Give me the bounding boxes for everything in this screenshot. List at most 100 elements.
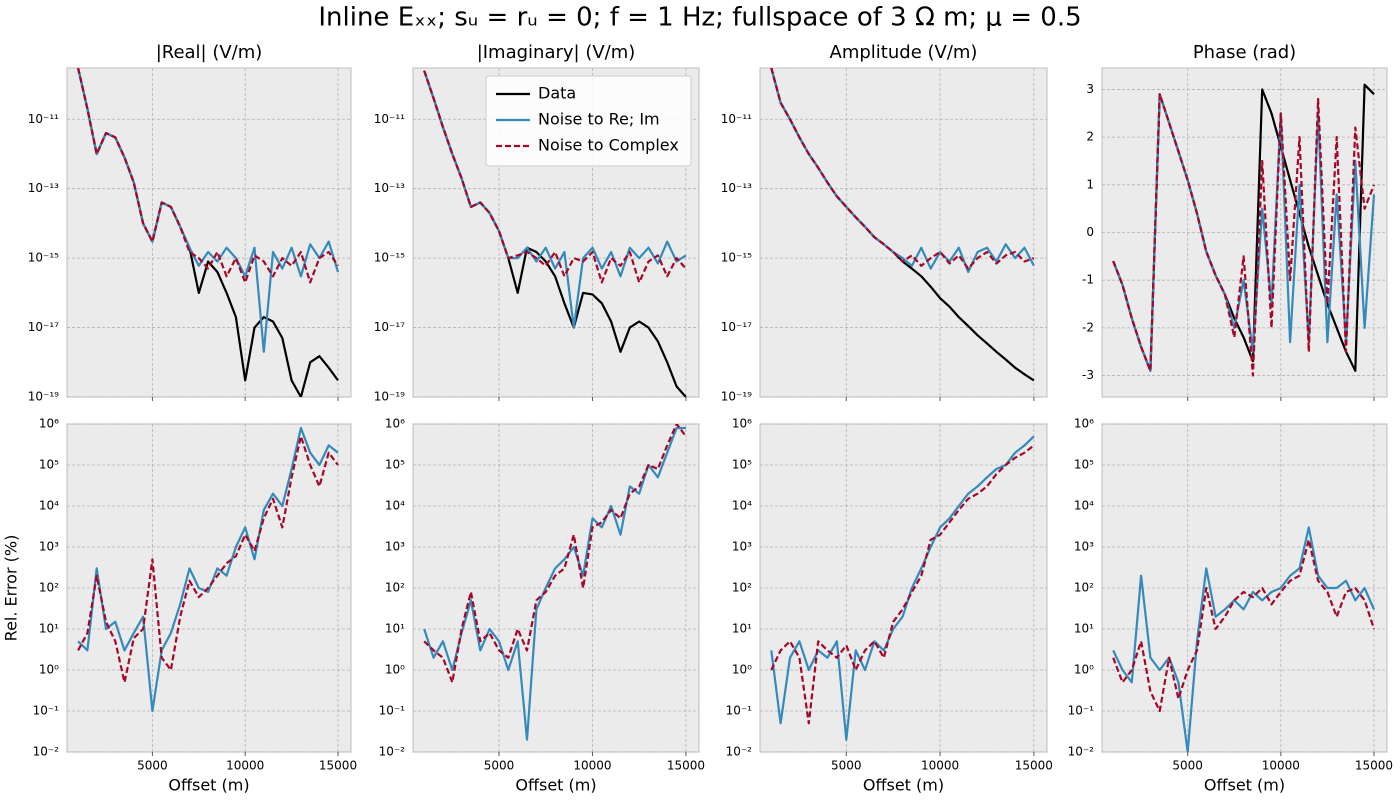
- y-tick-label: 10⁻¹¹: [721, 112, 752, 126]
- y-tick-label: 10⁰: [39, 663, 59, 677]
- y-tick-label: 10⁶: [385, 417, 405, 431]
- y-tick-label: 10¹: [1074, 622, 1094, 636]
- y-tick-label: 10⁴: [1074, 499, 1094, 513]
- x-tick-label: 15000: [667, 759, 705, 773]
- series-line: [1112, 526, 1376, 752]
- y-tick-label: 10⁻²: [33, 745, 60, 759]
- y-tick-label: 10⁴: [385, 499, 405, 513]
- y-tick-label: 10⁻¹⁵: [374, 251, 405, 265]
- y-tick-label: 10⁻¹: [726, 704, 753, 718]
- y-tick-label: 10⁻¹: [33, 704, 60, 718]
- y-tick-label: 10⁶: [732, 417, 752, 431]
- plot-background: [759, 67, 1048, 398]
- series-line: [423, 70, 687, 329]
- y-tick-label: 10³: [39, 540, 59, 554]
- series-group: [1112, 83, 1376, 377]
- y-tick-label: 0: [1086, 225, 1094, 239]
- series-line: [770, 68, 1035, 274]
- y-tick-label: 10³: [732, 540, 752, 554]
- y-tick-label: 10⁻¹⁵: [721, 251, 752, 265]
- y-tick-label: 10⁻¹: [379, 704, 406, 718]
- x-tick-label: 10000: [1262, 759, 1300, 773]
- y-tick-label: 10⁰: [385, 663, 405, 677]
- y-tick-label: 10⁻¹¹: [374, 112, 405, 126]
- y-tick-label: 10⁻¹³: [28, 181, 59, 195]
- series-line: [423, 70, 687, 284]
- y-tick-label: 10⁵: [39, 458, 59, 472]
- y-tick-label: 10²: [385, 581, 405, 595]
- y-tick-label: 10⁻¹⁵: [28, 251, 59, 265]
- x-axis-label: Offset (m): [515, 776, 596, 795]
- legend-label: Noise to Complex: [538, 136, 679, 155]
- figure-title: Inline Eₓₓ; sᵤ = rᵤ = 0; f = 1 Hz; fulls…: [318, 3, 1081, 33]
- y-tick-label: 10⁵: [385, 458, 405, 472]
- series-line: [1112, 538, 1376, 713]
- x-tick-label: 5000: [484, 759, 515, 773]
- series-line: [423, 426, 686, 741]
- y-tick-label: 10⁴: [732, 499, 752, 513]
- y-tick-label: 1: [1086, 177, 1094, 191]
- y-tick-label: 10⁻²: [1068, 745, 1095, 759]
- legend-label: Data: [538, 84, 576, 103]
- series-group: [77, 426, 339, 713]
- y-tick-label: 10⁻¹⁹: [721, 390, 752, 404]
- y-tick-label: 10⁻¹⁹: [374, 390, 405, 404]
- x-tick-label: 5000: [831, 759, 862, 773]
- y-axis-label: Rel. Error (%): [2, 535, 21, 642]
- y-tick-label: 10⁻¹⁹: [28, 390, 59, 404]
- series-group: [423, 70, 687, 397]
- y-tick-label: 10⁻¹¹: [28, 112, 59, 126]
- y-tick-label: 10⁶: [39, 417, 59, 431]
- y-tick-label: -3: [1082, 368, 1094, 382]
- y-tick-label: 10³: [1074, 540, 1094, 554]
- y-tick-label: 10²: [732, 581, 752, 595]
- y-tick-label: -1: [1082, 273, 1094, 287]
- series-line: [770, 444, 1035, 725]
- series-group: [770, 68, 1035, 382]
- y-tick-label: 10⁻¹⁷: [374, 320, 405, 334]
- x-tick-label: 5000: [137, 759, 168, 773]
- panel-title: Phase (rad): [1193, 42, 1296, 63]
- x-tick-label: 15000: [319, 759, 357, 773]
- x-axis-label: Offset (m): [1204, 776, 1285, 795]
- series-line: [770, 435, 1035, 741]
- y-tick-label: 2: [1086, 130, 1094, 144]
- x-axis-label: Offset (m): [168, 776, 249, 795]
- x-tick-label: 10000: [226, 759, 264, 773]
- series-group: [423, 424, 687, 741]
- legend-box: [485, 75, 692, 167]
- y-tick-label: 10⁻¹: [1068, 704, 1095, 718]
- y-tick-label: 10³: [385, 540, 405, 554]
- y-tick-label: 10⁻¹⁷: [28, 320, 59, 334]
- series-line: [77, 435, 339, 684]
- y-tick-label: 10⁻¹³: [721, 181, 752, 195]
- x-tick-label: 5000: [1172, 759, 1203, 773]
- legend-label: Noise to Re; Im: [538, 110, 660, 129]
- y-tick-label: -2: [1082, 320, 1094, 334]
- y-tick-label: 10⁰: [1074, 663, 1094, 677]
- series-line: [423, 424, 687, 684]
- y-tick-label: 10¹: [385, 622, 405, 636]
- x-tick-label: 15000: [1015, 759, 1053, 773]
- plot-background: [759, 423, 1048, 753]
- y-tick-label: 10⁰: [732, 663, 752, 677]
- series-group: [1112, 526, 1376, 752]
- y-tick-label: 10¹: [732, 622, 752, 636]
- y-tick-label: 10⁻²: [726, 745, 753, 759]
- x-tick-label: 15000: [1355, 759, 1393, 773]
- y-tick-label: 3: [1086, 82, 1094, 96]
- x-axis-label: Offset (m): [863, 776, 944, 795]
- panel-title: Amplitude (V/m): [830, 42, 978, 63]
- y-tick-label: 10⁻¹³: [374, 181, 405, 195]
- y-tick-label: 10¹: [39, 622, 59, 636]
- y-tick-label: 10⁶: [1074, 417, 1094, 431]
- x-tick-label: 10000: [573, 759, 611, 773]
- y-tick-label: 10⁵: [732, 458, 752, 472]
- series-line: [1112, 93, 1376, 377]
- panel-title: |Imaginary| (V/m): [477, 42, 636, 63]
- series-group: [77, 68, 340, 397]
- y-tick-label: 10⁴: [39, 499, 59, 513]
- y-tick-label: 10²: [39, 581, 59, 595]
- series-group: [770, 435, 1035, 741]
